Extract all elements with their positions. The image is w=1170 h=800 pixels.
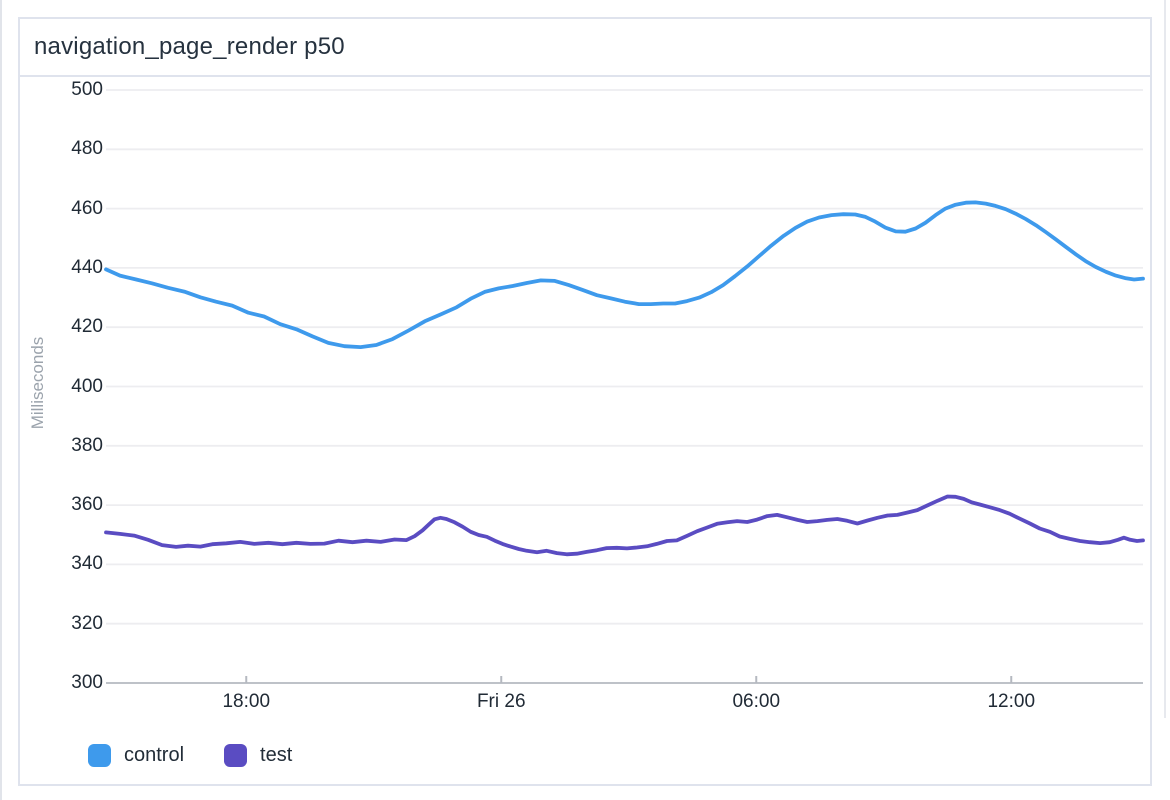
chart-panel: navigation_page_render p50 <box>18 17 1152 786</box>
legend-swatch-control <box>88 744 111 767</box>
legend-swatch-test <box>224 744 248 767</box>
legend-item-test[interactable]: test <box>224 744 292 767</box>
series-line-control[interactable] <box>104 200 1145 350</box>
legend-label-control: control <box>124 744 185 766</box>
adjacent-panel-edge-right <box>1164 0 1166 718</box>
panel-title: navigation_page_render p50 <box>34 33 345 60</box>
panel-header: navigation_page_render p50 <box>20 19 1150 77</box>
adjacent-panel-edge-left <box>0 0 2 800</box>
legend: control test <box>88 744 292 767</box>
series-line-test[interactable] <box>104 494 1145 557</box>
legend-label-test: test <box>260 744 293 766</box>
legend-item-control[interactable]: control <box>88 744 184 767</box>
